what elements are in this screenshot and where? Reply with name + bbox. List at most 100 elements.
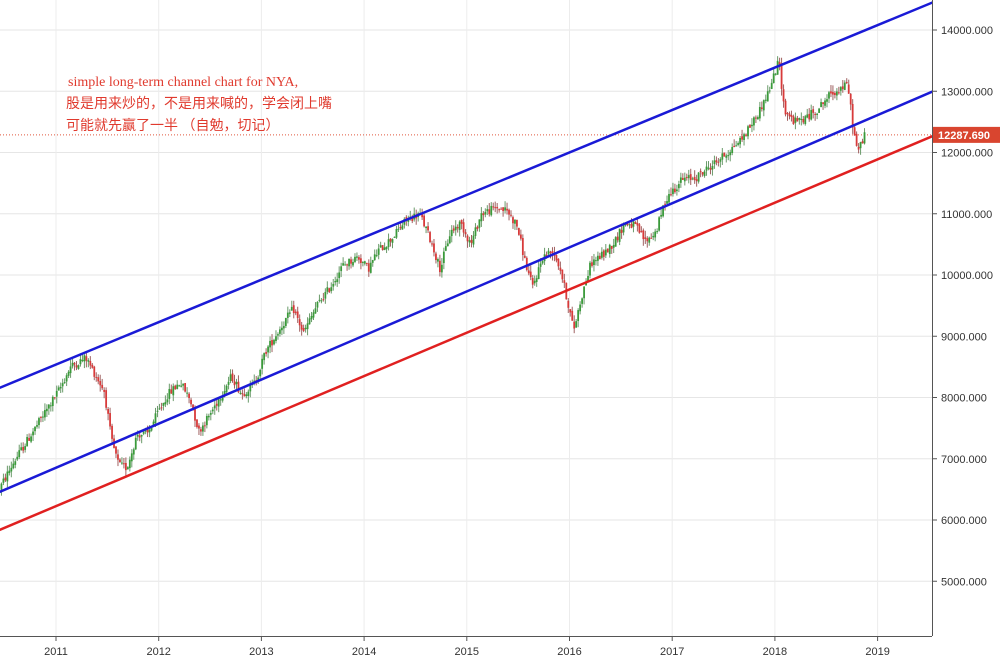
candle-body (4, 477, 7, 481)
candle-body (753, 117, 755, 126)
candle-body (849, 93, 852, 105)
candle-body (316, 301, 319, 308)
candle-body (695, 179, 698, 182)
last-price-marker: 12287.690 (933, 126, 1000, 143)
candle-body (77, 365, 80, 369)
candle-body (458, 221, 461, 230)
candle-body (794, 117, 797, 123)
candle-body (689, 174, 692, 180)
candle-body (119, 459, 121, 463)
candle-body (352, 261, 354, 266)
candle-body (282, 325, 285, 329)
candle-body (786, 113, 789, 115)
candle-body (67, 371, 70, 376)
channel-line-upper[interactable] (0, 0, 947, 390)
candle-body (130, 453, 133, 462)
candle-body (770, 82, 773, 89)
candle-body (751, 124, 753, 127)
candle-body (650, 237, 653, 239)
candle-body (857, 146, 860, 150)
candle-body (719, 159, 722, 162)
candle-body (172, 386, 175, 396)
candle-body (784, 100, 787, 115)
candle-body (796, 118, 799, 122)
candle-body (519, 234, 522, 239)
candle-body (342, 263, 345, 266)
candle-body (646, 238, 649, 242)
candle-body (569, 309, 572, 313)
candle-body (529, 271, 532, 278)
candle-body (265, 352, 268, 354)
candle-body (737, 143, 740, 145)
candle-body (648, 237, 651, 243)
candle-body (697, 172, 700, 182)
candle-body (101, 384, 104, 389)
x-tick-label: 2018 (763, 646, 787, 658)
candle-body (828, 92, 830, 99)
candle-body (89, 361, 92, 366)
candle-body (802, 119, 805, 123)
candle-body (348, 258, 350, 267)
candle-body (506, 208, 508, 211)
candle-body (780, 63, 783, 89)
channel-line-lower[interactable] (0, 130, 947, 532)
y-tick-label: 13000.000 (941, 86, 993, 98)
candle-body (608, 244, 611, 254)
candle-body (741, 136, 743, 140)
candle-body (109, 413, 111, 427)
candle-body (138, 435, 141, 438)
candle-body (124, 462, 127, 471)
candle-body (830, 91, 832, 94)
candle-body (30, 436, 32, 442)
candle-body (713, 160, 716, 165)
candle-body (369, 262, 372, 273)
candle-body (668, 193, 670, 203)
candle-body (326, 287, 329, 292)
candle-body (312, 312, 315, 318)
candle-body (223, 391, 226, 395)
candle-body (42, 416, 44, 418)
candle-body (356, 256, 358, 258)
candle-body (298, 319, 301, 326)
candle-body (717, 161, 720, 163)
last-price-value: 12287.690 (938, 130, 990, 142)
channel-line-middle[interactable] (0, 85, 947, 494)
candle-body (452, 228, 455, 231)
candle-body (241, 393, 244, 395)
plot-area[interactable] (0, 0, 947, 532)
candle-body (437, 259, 439, 262)
candle-body (49, 405, 52, 407)
candle-body (324, 291, 327, 299)
candle-body (59, 386, 62, 389)
candle-body (496, 206, 499, 209)
candle-body (166, 399, 169, 403)
candle-body (34, 426, 36, 432)
candle-body (602, 250, 605, 257)
candle-body (261, 358, 264, 369)
candles (0, 56, 866, 496)
candle-body (421, 212, 424, 218)
candle-body (464, 232, 467, 235)
candle-body (800, 118, 803, 120)
candle-body (510, 214, 512, 216)
candle-body (758, 106, 761, 119)
candle-body (286, 312, 289, 318)
candle-body (861, 141, 864, 144)
candle-body (527, 270, 530, 274)
annotation-line: 可能就先赢了一半 （自勉，切记） (66, 117, 280, 134)
candle-body (745, 134, 747, 136)
candle-body (225, 385, 228, 393)
candle-body (55, 390, 58, 397)
candle-body (288, 312, 291, 314)
candle-body (476, 226, 479, 229)
candle-body (551, 250, 554, 255)
candle-body (792, 116, 795, 125)
candle-body (144, 430, 147, 432)
candle-body (14, 461, 17, 465)
candle-body (541, 260, 544, 264)
candle-body (203, 425, 206, 427)
candle-body (205, 415, 208, 426)
candle-body (12, 463, 15, 469)
candle-body (634, 222, 637, 224)
